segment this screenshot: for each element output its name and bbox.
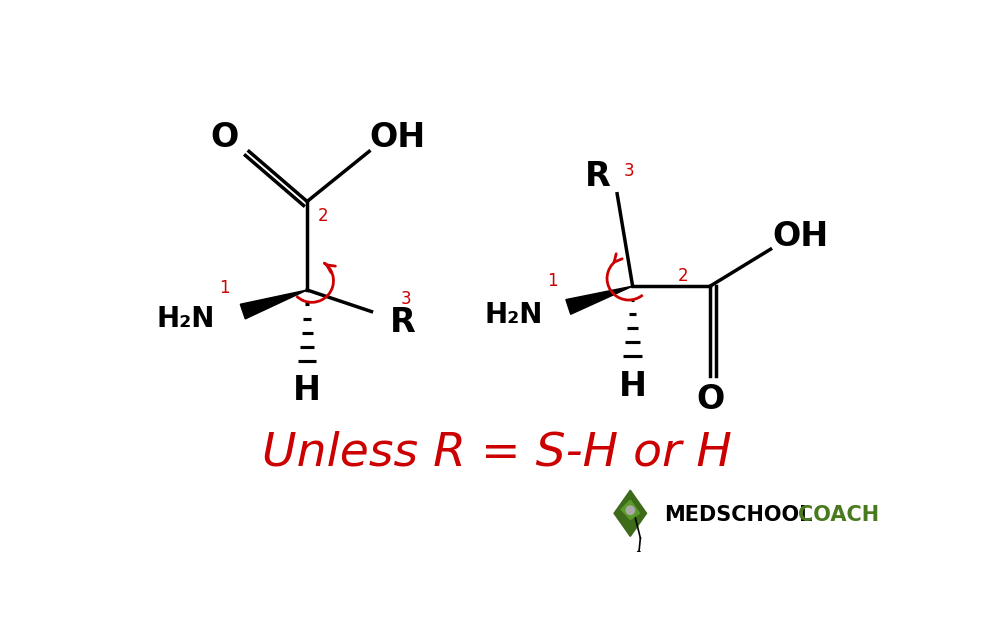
- Text: 2: 2: [678, 267, 688, 285]
- Text: H: H: [619, 370, 647, 403]
- Circle shape: [637, 551, 641, 556]
- Text: 1: 1: [219, 280, 230, 298]
- Text: 1: 1: [547, 272, 558, 290]
- Circle shape: [626, 506, 635, 515]
- Text: H₂N: H₂N: [485, 301, 543, 329]
- Text: O: O: [696, 383, 724, 416]
- Text: 2: 2: [318, 207, 329, 225]
- Text: 3: 3: [400, 290, 411, 308]
- Text: Unless R = S-H or H: Unless R = S-H or H: [262, 431, 732, 476]
- Text: 3: 3: [623, 162, 634, 180]
- Text: OH: OH: [370, 121, 426, 154]
- Text: O: O: [210, 121, 238, 154]
- Text: R: R: [390, 306, 416, 339]
- Polygon shape: [566, 286, 633, 314]
- Text: H₂N: H₂N: [156, 305, 215, 334]
- Text: R: R: [585, 159, 611, 193]
- Text: COACH: COACH: [798, 505, 879, 525]
- Polygon shape: [614, 490, 647, 536]
- Text: H: H: [293, 374, 321, 407]
- Polygon shape: [240, 290, 307, 319]
- Text: OH: OH: [773, 219, 829, 252]
- Polygon shape: [621, 500, 640, 520]
- Text: MEDSCHOOL: MEDSCHOOL: [664, 505, 812, 525]
